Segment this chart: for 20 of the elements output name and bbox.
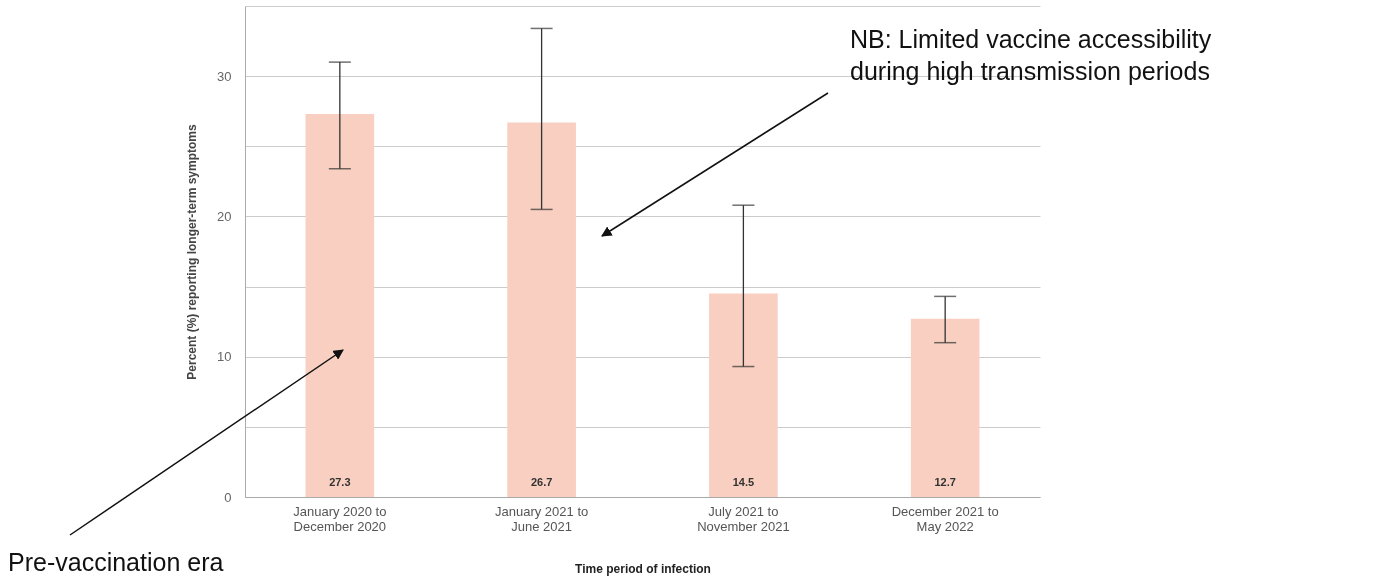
y-tick-label: 0 — [224, 489, 232, 505]
y-tick-label: 30 — [217, 68, 232, 84]
x-axis-title: Time period of infection — [575, 561, 711, 576]
x-tick-label: December 2021 to May 2022 — [891, 503, 999, 534]
text: Pre-vaccination era — [8, 548, 224, 576]
x-tick-label: January 2021 to June 2021 — [494, 503, 589, 534]
data-label: 26.7 — [530, 476, 553, 488]
bar — [305, 114, 375, 497]
data-label: 12.7 — [934, 476, 956, 488]
bar — [910, 318, 980, 497]
bar — [709, 293, 778, 497]
annotation: NB: Limited vaccine accessibility during high transmission periods — [850, 25, 1212, 85]
data-label: 14.5 — [732, 476, 755, 488]
x-tick-label: January 2020 to December 2020 — [293, 503, 387, 534]
y-tick-label: 20 — [217, 208, 232, 224]
bar — [507, 122, 576, 497]
data-label: 27.3 — [329, 476, 351, 488]
y-axis-title: Percent (%) reporting longer-term symptoms — [185, 123, 200, 380]
y-tick-label: 10 — [217, 349, 232, 365]
x-tick-label: July 2021 to November 2021 — [697, 503, 790, 534]
